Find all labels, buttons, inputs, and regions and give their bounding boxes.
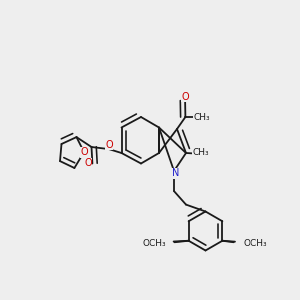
Text: CH₃: CH₃	[193, 112, 210, 122]
Text: N: N	[172, 168, 179, 178]
Text: O: O	[181, 92, 189, 102]
Text: O: O	[84, 158, 92, 169]
Text: O: O	[105, 140, 113, 150]
Text: CH₃: CH₃	[193, 148, 209, 157]
Text: O: O	[80, 147, 88, 157]
Text: OCH₃: OCH₃	[243, 239, 267, 248]
Text: OCH₃: OCH₃	[142, 239, 166, 248]
